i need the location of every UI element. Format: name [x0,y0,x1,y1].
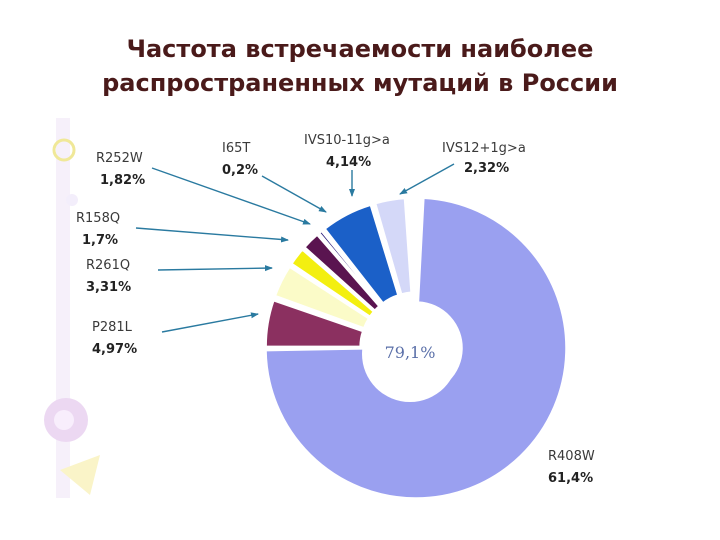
slice-label-r261q: R261Q [86,258,130,273]
slice-label-r158q: R158Q [76,211,120,226]
slice-value-p281l: 4,97% [92,342,137,357]
slice-label-i65t: I65T [222,141,250,156]
slice-value-r408w: 61,4% [548,471,593,486]
pie-slice-r261q [274,266,370,329]
slice-value-ivs10-11g-a: 4,14% [326,155,371,170]
leader-line-p281l [161,312,259,333]
slice-label-p281l: P281L [92,320,133,335]
slice-label-ivs12-1g-a: IVS12+1g>a [442,141,526,156]
center-value-label: 79,1% [385,343,436,362]
pie-slice-ivs12-1g-a [374,197,412,295]
pie-slice-r252w [303,234,380,312]
slice-value-r158q: 1,7% [82,233,118,248]
pie-slice-r158q [290,249,375,318]
donut-hole [362,306,458,402]
slice-labels: R408W 61,4% P281L 4,97% R261Q 3,31% R158Q 1,7% R… [76,133,595,486]
pie-slice-i65t [318,230,382,307]
slice-label-r408w: R408W [548,449,595,464]
leader-line-r261q [157,265,273,272]
slice-value-i65t: 0,2% [222,163,258,178]
pie-slice-ivs10-11g-a [324,204,399,304]
chart-title-line-1: Частота встречаемости наиболее [126,35,594,63]
slice-label-ivs10-11g-a: IVS10-11g>a [304,133,390,148]
pie-slices [265,197,567,499]
slice-value-r252w: 1,82% [100,173,145,188]
pie-slice-p281l [265,299,364,348]
leader-lines [135,163,455,333]
chart-title-line-2: распространенных мутаций в России [102,69,618,97]
slice-value-r261q: 3,31% [86,280,131,295]
leader-line-i65t [261,175,327,213]
leader-line-ivs12-1g-a [399,163,455,195]
leader-line-r252w [151,167,311,225]
leader-line-r158q [135,227,289,243]
slice-label-r252w: R252W [96,151,143,166]
pie-slice-r408w [265,197,567,499]
slice-value-ivs12-1g-a: 2,32% [464,161,509,176]
